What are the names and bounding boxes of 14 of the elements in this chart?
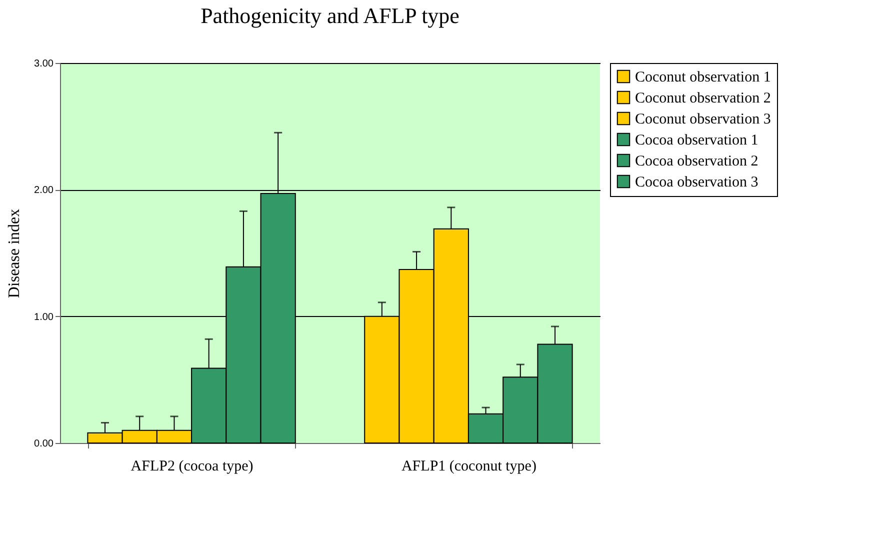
x-tick-label: AFLP1 (coconut type) (401, 458, 536, 474)
legend-label: Cocoa observation 3 (635, 174, 758, 190)
legend-label: Cocoa observation 1 (635, 132, 758, 148)
x-tick-label: AFLP2 (cocoa type) (130, 458, 254, 474)
y-tick-label: 3.00 (34, 58, 54, 70)
legend-label: Cocoa observation 2 (635, 154, 758, 170)
legend-label: Coconut observation 2 (635, 90, 771, 106)
chart-title: Pathogenicity and AFLP type (200, 3, 460, 28)
y-axis-title: Disease index (6, 208, 24, 298)
y-tick-label: 0.00 (34, 438, 54, 450)
legend-label: Coconut observation 3 (635, 112, 771, 128)
y-tick-label: 1.00 (34, 312, 54, 323)
legend-label: Coconut observation 1 (635, 70, 771, 86)
y-tick-label: 2.00 (34, 185, 54, 196)
